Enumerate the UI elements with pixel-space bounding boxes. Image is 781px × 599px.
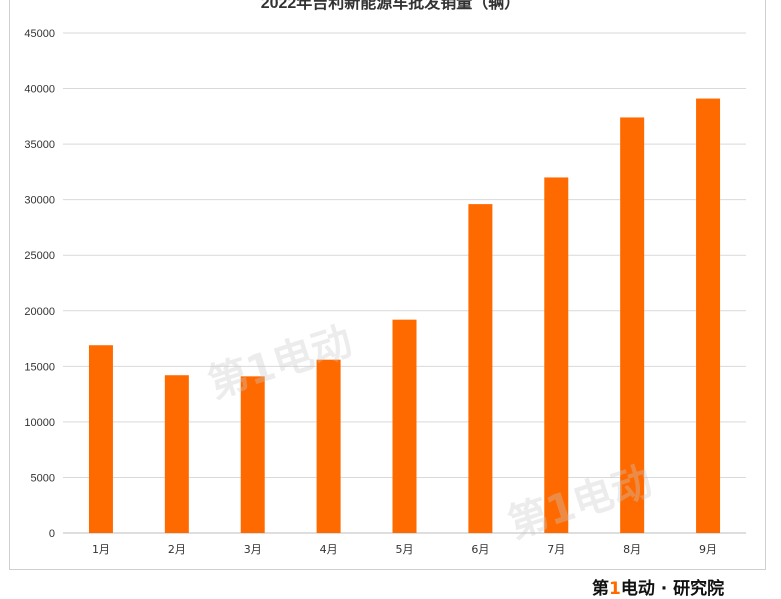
x-tick-label: 1月	[92, 543, 110, 556]
x-tick-label: 8月	[623, 543, 641, 556]
footer-brand-one: 1	[609, 579, 621, 599]
y-tick-label: 40000	[24, 84, 55, 96]
bar-9	[696, 98, 721, 534]
bar-4	[316, 359, 341, 533]
bars	[88, 98, 721, 534]
x-tick-label: 2月	[168, 543, 186, 556]
x-tick-label: 9月	[699, 543, 717, 556]
y-tick-labels: 0 5000 10000 15000 20000 25000 30000 35000 40000…	[24, 28, 55, 540]
y-tick-label: 10000	[24, 417, 55, 429]
y-tick-label: 5000	[31, 472, 55, 484]
bar-3	[240, 376, 265, 533]
bar-7	[544, 177, 569, 533]
chart-frame	[9, 0, 766, 570]
footer-brand-post: 电动 · 研究院	[620, 579, 725, 599]
y-tick-label: 25000	[24, 250, 55, 262]
x-tick-label: 6月	[471, 543, 489, 556]
chart-title: 2022年吉利新能源车批发销量（辆）	[260, 0, 521, 12]
footer-logo: 第1电动 · 研究院	[592, 574, 724, 599]
x-tick-label: 4月	[320, 543, 338, 556]
bar-5	[392, 319, 417, 533]
bar-8	[620, 117, 645, 533]
y-tick-label: 0	[49, 528, 55, 540]
x-tick-label: 7月	[547, 543, 565, 556]
footer-brand-pre: 第	[592, 579, 609, 599]
x-tick-label: 3月	[244, 543, 262, 556]
bar-6	[468, 204, 493, 533]
y-tick-label: 45000	[24, 28, 55, 40]
y-tick-label: 35000	[24, 139, 55, 151]
bar-1	[88, 345, 113, 533]
x-tick-labels: 1月 2月 3月 4月 5月 6月 7月 8月 9月	[92, 543, 717, 556]
y-tick-label: 15000	[24, 361, 55, 373]
y-tick-label: 20000	[24, 306, 55, 318]
x-tick-label: 5月	[396, 543, 414, 556]
bar-2	[164, 375, 189, 533]
y-tick-label: 30000	[24, 195, 55, 207]
